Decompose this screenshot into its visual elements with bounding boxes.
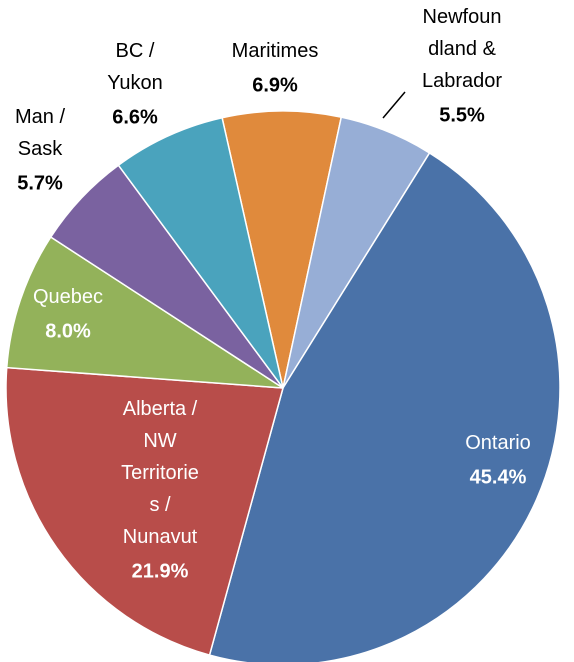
slice-label: Man / Sask <box>15 106 65 160</box>
value-label: 5.5% <box>439 104 485 126</box>
pie-slice <box>221 110 343 389</box>
value-label: 8.0% <box>45 320 91 342</box>
value-label: 6.9% <box>252 74 298 96</box>
slice-label: Quebec <box>33 286 103 308</box>
slice-label: BC / Yukon <box>107 40 163 94</box>
slice-label: Newfoun dland & Labrador <box>422 6 502 92</box>
pie-slice <box>5 366 284 657</box>
pie-slice <box>5 236 284 389</box>
value-label: 5.7% <box>17 172 63 194</box>
pie-slice <box>208 151 561 662</box>
value-label: 6.6% <box>112 106 158 128</box>
slice-label: Alberta / NW Territorie s / Nunavut <box>121 398 199 548</box>
value-label: 45.4% <box>470 466 527 488</box>
slice-label: Maritimes <box>232 40 319 62</box>
leader-line <box>382 91 406 119</box>
value-label: 21.9% <box>132 560 189 582</box>
slice-label: Ontario <box>465 432 531 454</box>
pie-slice <box>117 116 284 389</box>
